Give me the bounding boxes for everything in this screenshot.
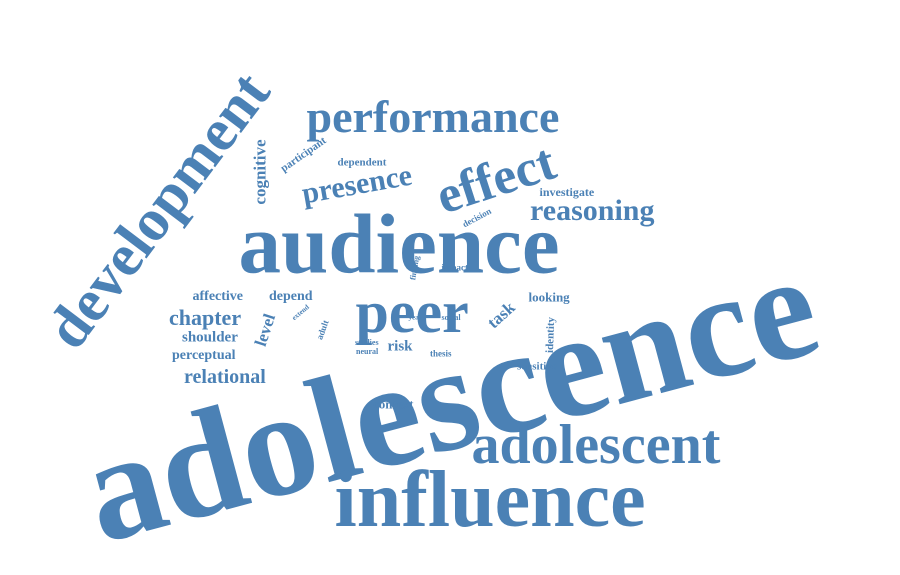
word-neural: neural — [356, 347, 379, 356]
word-risk: risk — [387, 338, 413, 355]
word-reasoning: reasoning — [530, 194, 655, 227]
word-investigate: investigate — [539, 185, 595, 199]
word-cognitive: cognitive — [250, 139, 270, 205]
word-perceptual: perceptual — [172, 348, 236, 363]
word-dependent: dependent — [337, 156, 387, 169]
word-relational: relational — [184, 366, 266, 388]
word-social: social — [441, 313, 461, 322]
word-impact: impact — [441, 262, 469, 273]
word-identity: identity — [543, 316, 558, 354]
word-level: level — [250, 311, 280, 349]
word-audience: audience — [238, 197, 560, 292]
word-studies: studies — [355, 338, 379, 347]
word-peer: peer — [355, 279, 469, 345]
word-cloud: adolescence influence adolescent audienc… — [33, 60, 833, 575]
word-performance: performance — [306, 91, 560, 142]
word-depend: depend — [269, 289, 313, 304]
word-shoulder: shoulder — [182, 329, 238, 346]
word-influence: influence — [334, 456, 646, 544]
word-year: year — [408, 313, 422, 322]
word-chapter: chapter — [169, 305, 242, 330]
word-affective: affective — [192, 289, 244, 304]
word-looking: looking — [528, 289, 570, 305]
word-participant: participant — [278, 134, 329, 175]
word-adult: adult — [314, 318, 331, 341]
word-thesis: thesis — [430, 348, 452, 359]
word-extend: extend — [290, 303, 311, 323]
word-sensitive: sensitive — [517, 360, 557, 373]
word-context: context — [373, 396, 414, 412]
word-adolescent: adolescent — [471, 414, 721, 476]
